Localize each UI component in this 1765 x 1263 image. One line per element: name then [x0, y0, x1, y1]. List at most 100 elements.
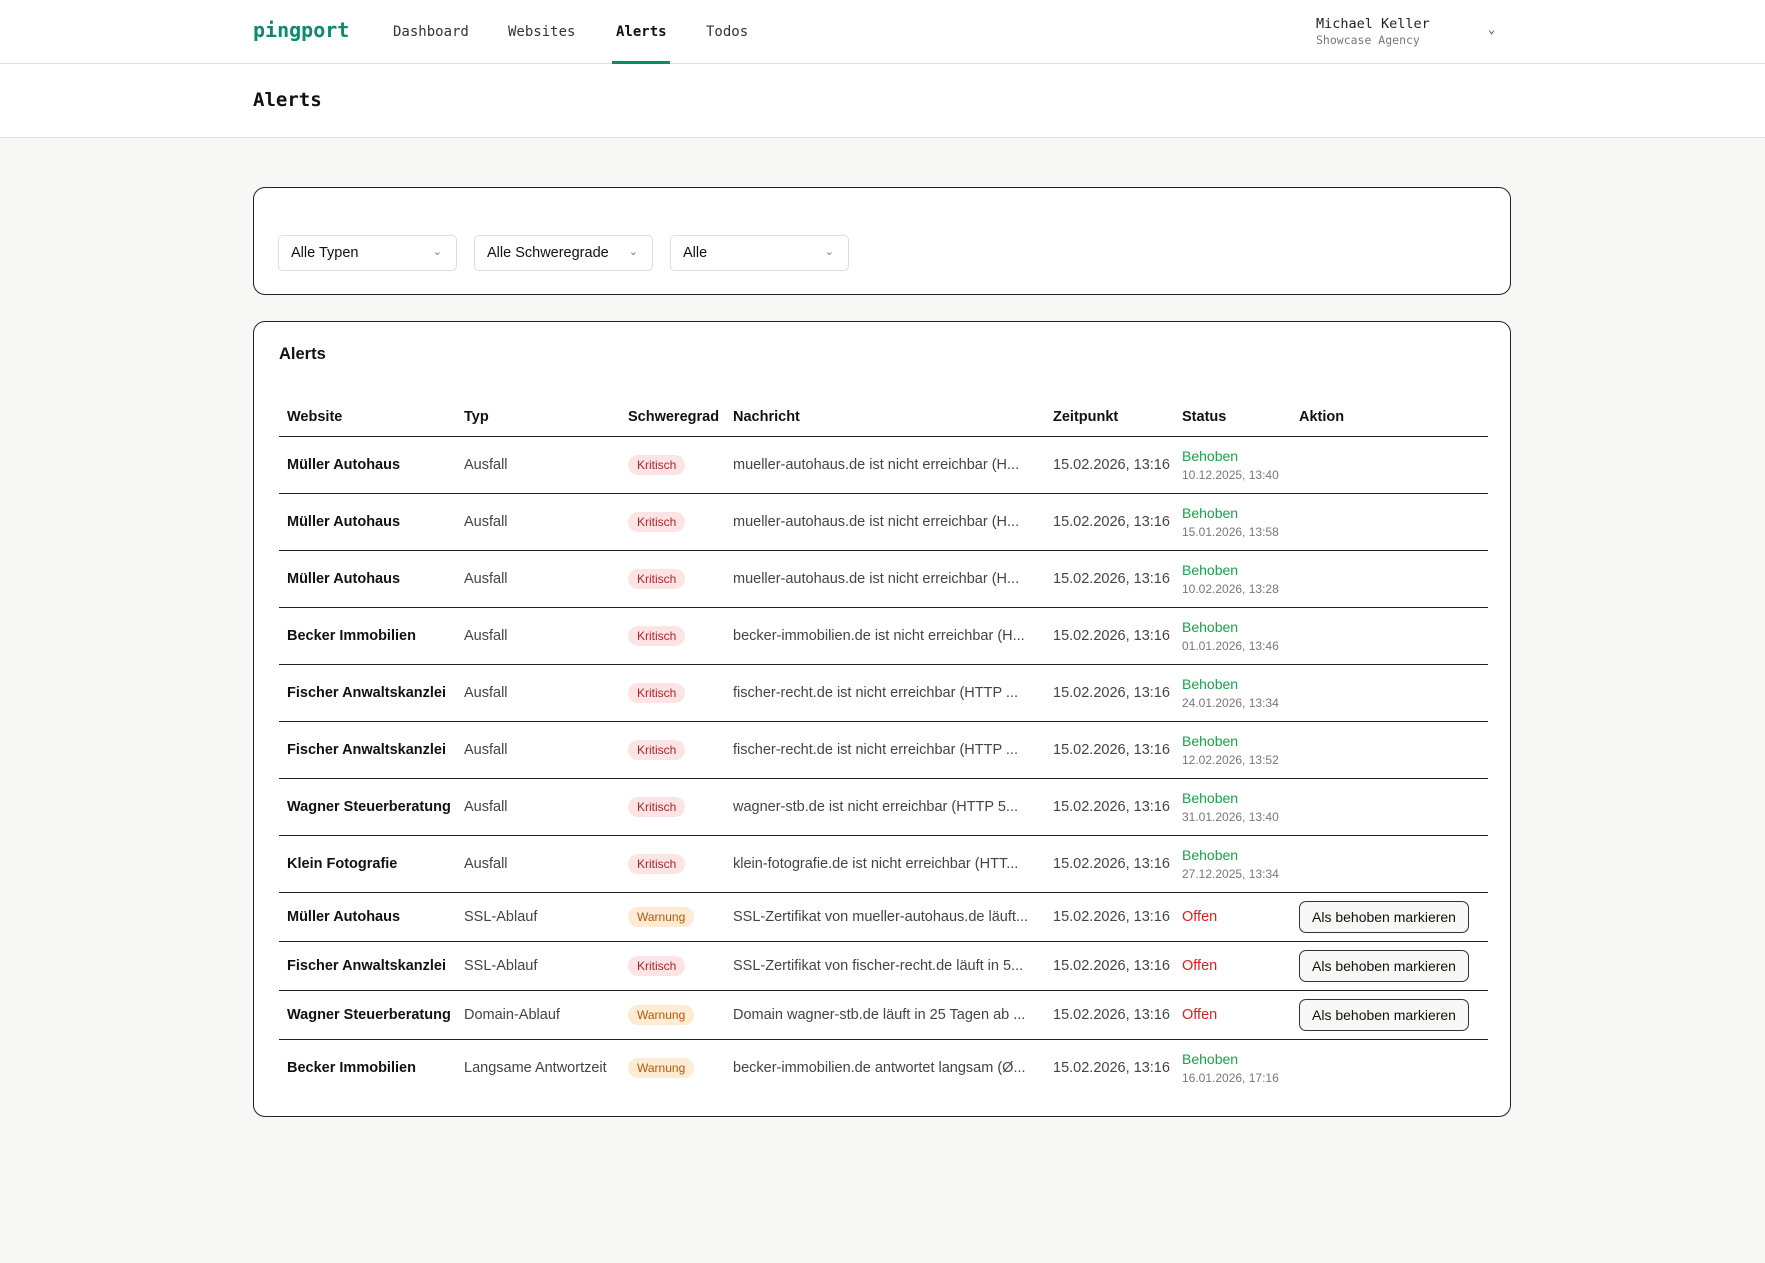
- column-header: Website: [279, 398, 456, 437]
- message-cell: Domain wagner-stb.de läuft in 25 Tagen a…: [725, 990, 1045, 1040]
- website-cell: Fischer Anwaltskanzlei: [279, 664, 456, 722]
- table-row: Müller Autohaus SSL-Ablauf Warnung SSL-Z…: [279, 892, 1488, 942]
- message-cell: SSL-Zertifikat von fischer-recht.de läuf…: [725, 941, 1045, 991]
- time-cell: 15.02.2026, 13:16: [1045, 550, 1174, 608]
- action-cell: [1291, 493, 1488, 551]
- message-cell: becker-immobilien.de antwortet langsam (…: [733, 1059, 1026, 1076]
- nav-alerts[interactable]: Alerts: [616, 24, 667, 40]
- chevron-down-icon: ⌄: [628, 246, 638, 258]
- type-cell: SSL-Ablauf: [456, 941, 620, 991]
- status-text: Behoben: [1182, 789, 1239, 806]
- type-filter-select[interactable]: Alle Typen ⌄: [278, 235, 457, 271]
- action-cell: [1291, 1039, 1488, 1096]
- website-cell: Müller Autohaus: [279, 493, 456, 551]
- severity-badge: Kritisch: [628, 454, 686, 475]
- nav-todos[interactable]: Todos: [706, 24, 749, 40]
- severity-cell: Warnung: [620, 1039, 725, 1096]
- message-cell: mueller-autohaus.de ist nicht erreichbar…: [725, 493, 1045, 551]
- type-cell: Langsame Antwortzeit: [464, 1059, 607, 1076]
- severity-badge: Kritisch: [628, 955, 686, 976]
- table-row: Klein Fotografie Ausfall Kritisch klein-…: [279, 835, 1488, 893]
- status-text: Offen: [1182, 908, 1218, 925]
- severity-cell: Kritisch: [620, 721, 725, 779]
- website-cell: Fischer Anwaltskanzlei: [279, 941, 456, 991]
- message-cell: mueller-autohaus.de ist nicht erreichbar…: [725, 436, 1045, 494]
- severity-badge: Kritisch: [628, 568, 686, 589]
- resolved-date: 24.01.2026, 13:34: [1182, 695, 1279, 710]
- severity-badge: Kritisch: [628, 511, 686, 532]
- table-row: Becker Immobilien Langsame Antwortzeit W…: [279, 1039, 1488, 1096]
- type-cell: Ausfall: [456, 664, 620, 722]
- message-cell: mueller-autohaus.de ist nicht erreichbar…: [725, 550, 1045, 608]
- message-cell: klein-fotografie.de ist nicht erreichbar…: [725, 835, 1045, 893]
- type-cell: SSL-Ablauf: [456, 892, 620, 942]
- website-cell: Müller Autohaus: [279, 436, 456, 494]
- table-row: Wagner Steuerberatung Domain-Ablauf Warn…: [279, 990, 1488, 1040]
- message-cell: wagner-stb.de ist nicht erreichbar (HTTP…: [725, 778, 1045, 836]
- action-cell: [1291, 550, 1488, 608]
- severity-cell: Kritisch: [620, 835, 725, 893]
- severity-badge: Warnung: [628, 906, 695, 927]
- severity-filter-select[interactable]: Alle Schweregrade ⌄: [474, 235, 653, 271]
- status-text: Behoben: [1182, 732, 1239, 749]
- resolved-date: 16.01.2026, 17:16: [1182, 1070, 1279, 1085]
- status-text: Offen: [1182, 957, 1218, 974]
- chevron-down-icon[interactable]: ⌄: [1488, 22, 1496, 36]
- time-cell: 15.02.2026, 13:16: [1045, 493, 1174, 551]
- status-cell: Behoben 15.01.2026, 13:58: [1174, 493, 1291, 551]
- card-title: Alerts: [279, 345, 326, 363]
- filter-card: Alle Typen ⌄ Alle Schweregrade ⌄ Alle ⌄: [253, 187, 1511, 295]
- status-cell: Offen: [1174, 892, 1291, 942]
- chevron-down-icon: ⌄: [824, 246, 834, 258]
- alerts-card: Alerts Website Typ Schweregrad Nachricht Zei…: [253, 321, 1511, 1117]
- mark-resolved-button[interactable]: Als behoben markieren: [1299, 949, 1469, 982]
- message-cell: fischer-recht.de ist nicht erreichbar (H…: [725, 721, 1045, 779]
- type-cell: Ausfall: [456, 835, 620, 893]
- status-cell: Offen: [1174, 941, 1291, 991]
- resolved-date: 31.01.2026, 13:40: [1182, 809, 1279, 824]
- status-text: Behoben: [1182, 504, 1239, 521]
- user-name: Michael Keller: [1316, 16, 1430, 32]
- status-filter-select[interactable]: Alle ⌄: [670, 235, 849, 271]
- chevron-down-icon: ⌄: [432, 246, 442, 258]
- website-cell: Klein Fotografie: [279, 835, 456, 893]
- severity-badge: Kritisch: [628, 853, 686, 874]
- mark-resolved-button[interactable]: Als behoben markieren: [1299, 900, 1469, 933]
- action-cell: [1291, 721, 1488, 779]
- resolved-date: 01.01.2026, 13:46: [1182, 638, 1279, 653]
- severity-cell: Kritisch: [620, 607, 725, 665]
- time-cell: 15.02.2026, 13:16: [1053, 1059, 1170, 1076]
- column-header: Status: [1174, 398, 1291, 437]
- resolved-date: 15.01.2026, 13:58: [1182, 524, 1279, 539]
- status-text: Behoben: [1182, 618, 1239, 635]
- status-cell: Behoben 24.01.2026, 13:34: [1174, 664, 1291, 722]
- severity-badge: Kritisch: [628, 739, 686, 760]
- severity-badge: Warnung: [628, 1004, 695, 1025]
- status-cell: Behoben 10.12.2025, 13:40: [1174, 436, 1291, 494]
- mark-resolved-button[interactable]: Als behoben markieren: [1299, 998, 1469, 1031]
- message-cell: becker-immobilien.de ist nicht erreichba…: [725, 607, 1045, 665]
- type-cell: Ausfall: [456, 436, 620, 494]
- status-text: Behoben: [1182, 561, 1239, 578]
- time-cell: 15.02.2026, 13:16: [1045, 835, 1174, 893]
- status-cell: Offen: [1174, 990, 1291, 1040]
- user-menu[interactable]: Michael Keller Showcase Agency: [1316, 16, 1430, 47]
- severity-cell: Kritisch: [620, 493, 725, 551]
- resolved-date: 27.12.2025, 13:34: [1182, 866, 1279, 881]
- logo[interactable]: pingport: [253, 18, 350, 42]
- column-header: Typ: [456, 398, 620, 437]
- severity-cell: Warnung: [620, 892, 725, 942]
- status-cell: Behoben 01.01.2026, 13:46: [1174, 607, 1291, 665]
- resolved-date: 10.02.2026, 13:28: [1182, 581, 1279, 596]
- action-cell: [1291, 835, 1488, 893]
- type-cell: Domain-Ablauf: [456, 990, 620, 1040]
- time-cell: 15.02.2026, 13:16: [1045, 778, 1174, 836]
- nav-dashboard[interactable]: Dashboard: [393, 24, 469, 40]
- website-cell: Becker Immobilien: [287, 1059, 416, 1076]
- table-row: Müller Autohaus Ausfall Kritisch mueller…: [279, 436, 1488, 494]
- severity-badge: Kritisch: [628, 682, 686, 703]
- status-cell: Behoben 27.12.2025, 13:34: [1174, 835, 1291, 893]
- nav-websites[interactable]: Websites: [508, 24, 576, 40]
- time-cell: 15.02.2026, 13:16: [1045, 664, 1174, 722]
- page-title: Alerts: [253, 89, 322, 111]
